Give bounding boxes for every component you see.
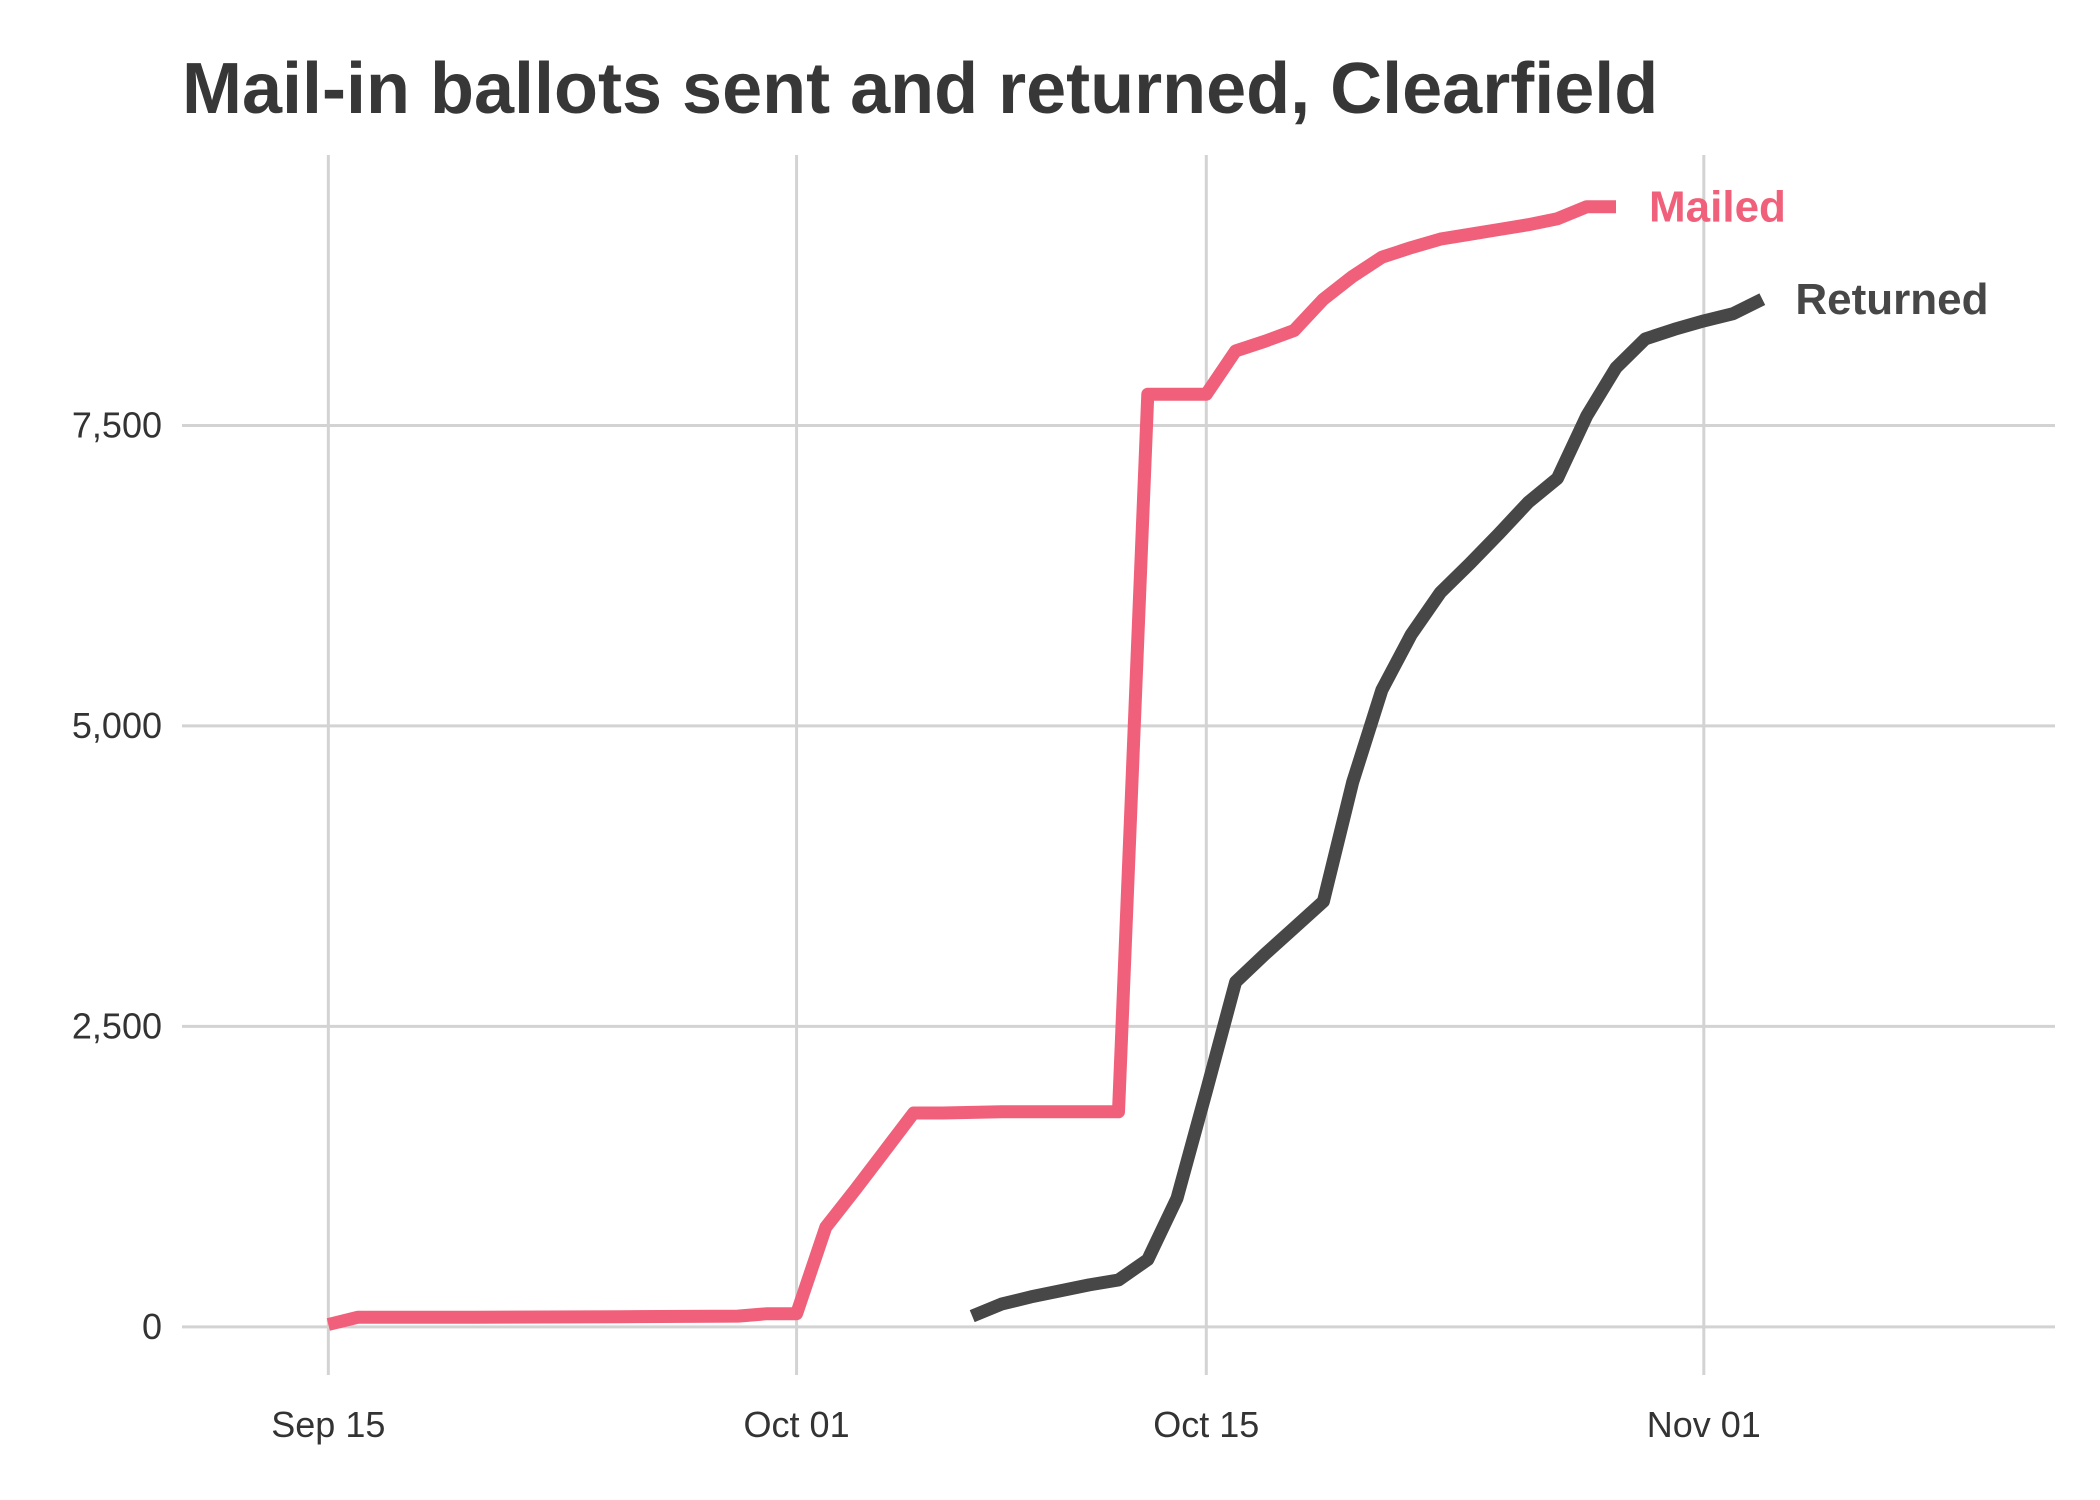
- y-tick-label: 2,500: [72, 1005, 162, 1046]
- series-label-mailed: Mailed: [1649, 183, 1786, 232]
- y-tick-label: 0: [142, 1306, 162, 1347]
- y-tick-label: 7,500: [72, 404, 162, 445]
- series-line-mailed: [326, 200, 1616, 1331]
- y-tick-label: 5,000: [72, 705, 162, 746]
- y-axis-tick-labels: 0 2,500 5,000 7,500: [72, 404, 162, 1346]
- x-tick-label: Oct 15: [1153, 1404, 1259, 1445]
- gridlines: [182, 155, 2055, 1375]
- x-tick-label: Nov 01: [1647, 1404, 1761, 1445]
- x-tick-label: Sep 15: [271, 1404, 385, 1445]
- x-axis-tick-labels: Sep 15 Oct 01 Oct 15 Nov 01: [271, 1404, 1761, 1445]
- series-line-returned: [969, 293, 1766, 1323]
- series-label-returned: Returned: [1795, 275, 1988, 324]
- series-lines: [326, 200, 1766, 1331]
- x-tick-label: Oct 01: [744, 1404, 850, 1445]
- chart-title: Mail-in ballots sent and returned, Clear…: [182, 49, 1659, 129]
